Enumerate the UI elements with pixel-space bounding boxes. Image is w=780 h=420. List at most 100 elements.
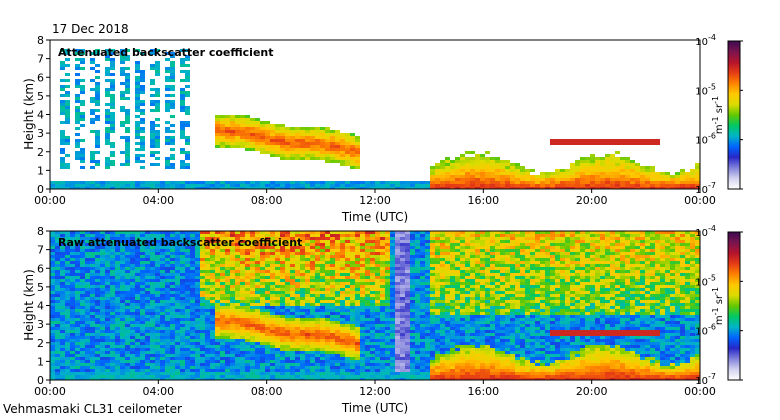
heatmap-cell (260, 130, 265, 133)
heatmap-cell (330, 276, 335, 279)
heatmap-cell (165, 357, 170, 360)
heatmap-cell (160, 345, 165, 348)
heatmap-cell (65, 234, 70, 237)
heatmap-cell (65, 187, 70, 189)
heatmap-cell (130, 249, 135, 252)
heatmap-cell (220, 282, 225, 285)
heatmap-cell (535, 184, 540, 187)
heatmap-cell (90, 306, 95, 309)
heatmap-cell (105, 321, 110, 324)
heatmap-cell (75, 312, 80, 315)
heatmap-cell (360, 327, 365, 330)
heatmap-cell (95, 118, 100, 121)
heatmap-cell (560, 178, 565, 181)
heatmap-cell (105, 166, 110, 169)
heatmap-cell (175, 333, 180, 336)
heatmap-cell (265, 234, 270, 237)
heatmap-cell (190, 234, 195, 237)
heatmap-cell (625, 166, 630, 169)
heatmap-cell (310, 145, 315, 148)
heatmap-cell (370, 187, 375, 189)
heatmap-cell (220, 324, 225, 327)
heatmap-cell (115, 231, 120, 234)
heatmap-cell (125, 184, 130, 187)
heatmap-cell (255, 181, 260, 184)
heatmap-cell (365, 330, 370, 333)
heatmap-cell (350, 330, 355, 333)
heatmap-cell (185, 372, 190, 375)
heatmap-cell (340, 321, 345, 324)
heatmap-cell (320, 327, 325, 330)
heatmap-cell (265, 300, 270, 303)
heatmap-cell (190, 276, 195, 279)
heatmap-cell (250, 315, 255, 318)
heatmap-cell (315, 342, 320, 345)
heatmap-cell (180, 342, 185, 345)
heatmap-cell (90, 366, 95, 369)
heatmap-cell (115, 360, 120, 363)
heatmap-cell (55, 243, 60, 246)
heatmap-cell (150, 378, 155, 380)
heatmap-cell (95, 64, 100, 67)
heatmap-cell (80, 237, 85, 240)
heatmap-cell (95, 88, 100, 91)
heatmap-cell (340, 234, 345, 237)
heatmap-cell (280, 333, 285, 336)
heatmap-cell (295, 151, 300, 154)
heatmap-cell (55, 252, 60, 255)
heatmap-cell (240, 360, 245, 363)
heatmap-cell (320, 363, 325, 366)
heatmap-cell (390, 279, 395, 282)
heatmap-cell (110, 321, 115, 324)
heatmap-cell (275, 327, 280, 330)
heatmap-cell (120, 237, 125, 240)
heatmap-cell (295, 369, 300, 372)
heatmap-cell (380, 246, 385, 249)
heatmap-cell (300, 133, 305, 136)
heatmap-cell (95, 267, 100, 270)
heatmap-cell (135, 124, 140, 127)
heatmap-cell (90, 130, 95, 133)
heatmap-cell (130, 330, 135, 333)
heatmap-cell (140, 240, 145, 243)
heatmap-cell (350, 342, 355, 345)
heatmap-cell (220, 270, 225, 273)
heatmap-cell (80, 279, 85, 282)
heatmap-cell (340, 231, 345, 234)
heatmap-cell (260, 294, 265, 297)
heatmap-cell (170, 106, 175, 109)
heatmap-cell (150, 121, 155, 124)
heatmap-cell (180, 372, 185, 375)
heatmap-cell (355, 246, 360, 249)
heatmap-cell (475, 169, 480, 172)
heatmap-cell (605, 166, 610, 169)
heatmap-cell (290, 133, 295, 136)
heatmap-cell (145, 243, 150, 246)
heatmap-cell (50, 285, 55, 288)
heatmap-cell (75, 133, 80, 136)
heatmap-cell (280, 354, 285, 357)
heatmap-cell (285, 321, 290, 324)
heatmap-cell (400, 184, 405, 187)
heatmap-cell (315, 303, 320, 306)
heatmap-cell (135, 49, 140, 52)
heatmap-cell (575, 187, 580, 189)
heatmap-cell (150, 234, 155, 237)
heatmap-cell (380, 312, 385, 315)
heatmap-cell (95, 261, 100, 264)
heatmap-cell (325, 357, 330, 360)
heatmap-cell (490, 175, 495, 178)
heatmap-cell (255, 258, 260, 261)
heatmap-cell (175, 297, 180, 300)
heatmap-cell (60, 64, 65, 67)
heatmap-cell (165, 312, 170, 315)
heatmap-cell (270, 366, 275, 369)
heatmap-cell (65, 49, 70, 52)
heatmap-cell (95, 363, 100, 366)
heatmap-cell (440, 163, 445, 166)
heatmap-cell (260, 127, 265, 130)
heatmap-cell (115, 348, 120, 351)
heatmap-cell (130, 333, 135, 336)
heatmap-cell (325, 291, 330, 294)
heatmap-cell (330, 267, 335, 270)
